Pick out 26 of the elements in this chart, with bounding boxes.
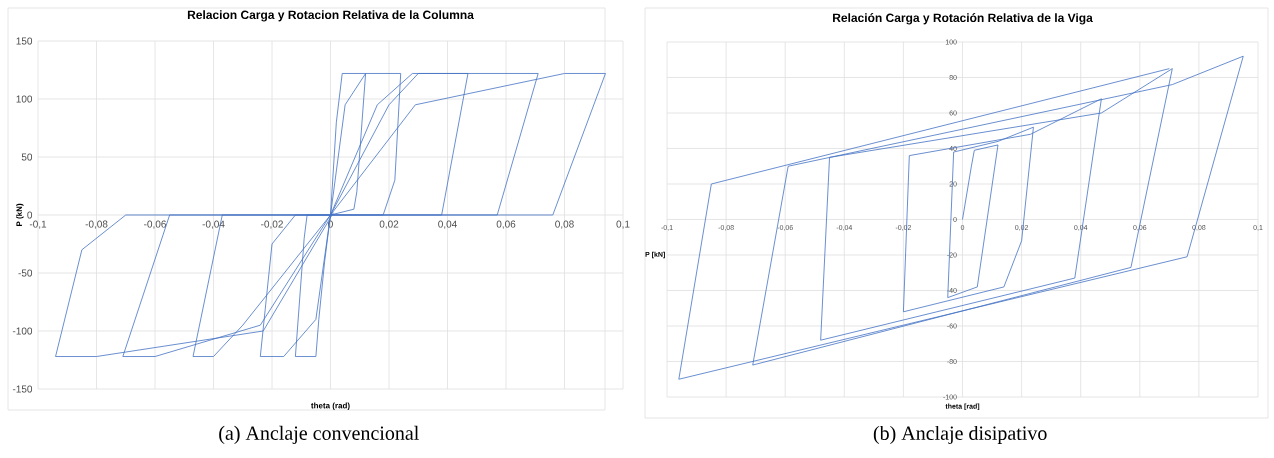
x-tick-label: -0,1 <box>29 220 47 229</box>
y-tick-label: 100 <box>16 95 33 103</box>
chart-title: Relación Carga y Rotación Relativa de la Viga <box>833 13 1093 25</box>
x-axis-title: theta (rad) <box>311 402 350 410</box>
x-tick-label: 0,06 <box>496 220 516 229</box>
y-tick-label: 150 <box>16 37 33 45</box>
y-tick-label: 50 <box>21 153 33 161</box>
x-tick-label: 0,08 <box>555 220 574 229</box>
y-tick-label: -150 <box>12 385 33 393</box>
x-tick-label: -0,02 <box>261 220 283 229</box>
chart-title: Relacion Carga y Rotacion Relativa de la Columna <box>187 10 474 22</box>
x-tick-label: 0,02 <box>379 220 399 229</box>
y-tick-label: -100 <box>12 327 33 335</box>
y-tick-label: 0 <box>27 211 33 219</box>
text: (a) Anclaje convencional <box>219 425 419 444</box>
x-tick-label: 0 <box>328 220 333 228</box>
x-tick-label: 0,04 <box>438 220 457 229</box>
x-tick-label: -0,08 <box>85 220 108 229</box>
x-tick-label: -0,04 <box>202 220 225 229</box>
text: (b) Anclaje disipativo <box>873 425 1047 445</box>
line-series <box>55 73 606 357</box>
y-tick-label: -50 <box>18 269 33 277</box>
y-axis-title: P (kN) <box>16 203 24 227</box>
x-tick-label: 0,1 <box>616 220 630 229</box>
x-tick-label: -0,06 <box>144 220 166 229</box>
line-series <box>678 55 1244 380</box>
